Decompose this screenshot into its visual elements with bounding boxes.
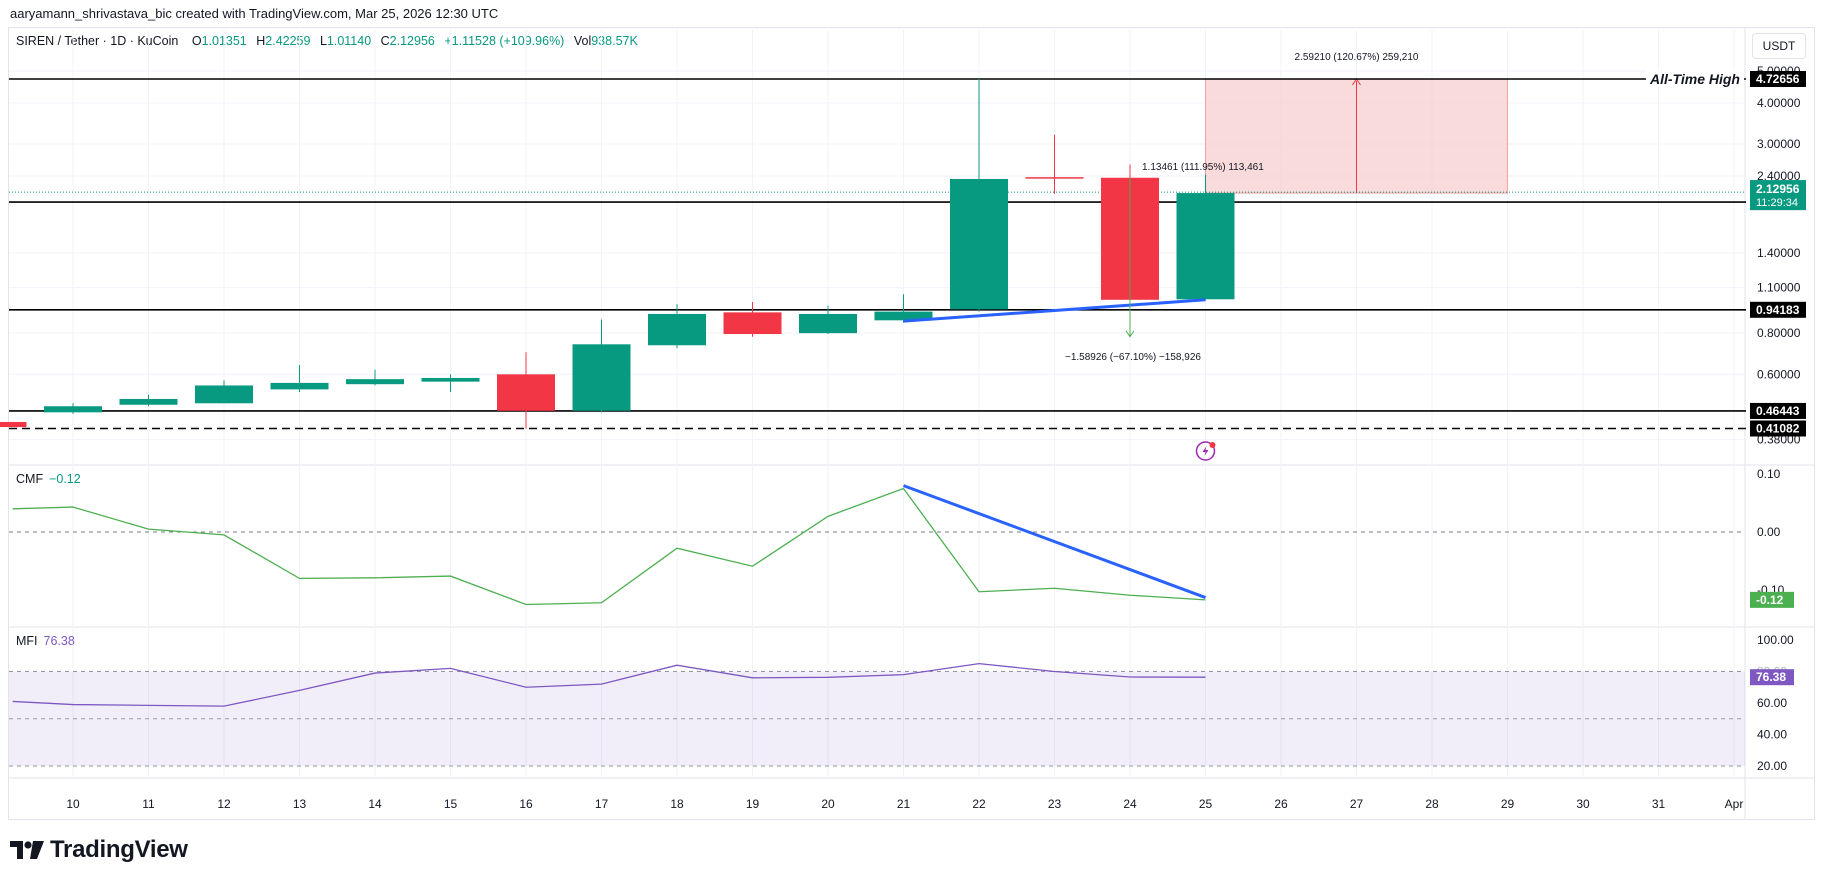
symbol-name[interactable]: SIREN / Tether · 1D · KuCoin (16, 34, 179, 48)
volume-label: Vol (573, 34, 592, 48)
volume-value: 938.57K (591, 34, 638, 48)
change-value: +1.11528 (+109.96%) (444, 34, 565, 48)
chart-credit: aaryamann_shrivastava_bic created with T… (10, 6, 499, 21)
high-label: H (256, 34, 266, 48)
close-label: C (380, 34, 390, 48)
close-value: 2.12956 (389, 34, 435, 48)
open-value: 1.01351 (201, 34, 247, 48)
cmf-name: CMF (16, 472, 44, 486)
tradingview-logo-icon (10, 841, 44, 859)
mfi-last-value: 76.38 (43, 634, 75, 648)
tradingview-logo-text: TradingView (50, 836, 188, 863)
mfi-name: MFI (16, 634, 38, 648)
currency-button[interactable]: USDT (1752, 33, 1806, 59)
low-value: 1.01140 (326, 34, 372, 48)
chart-frame (8, 27, 1815, 820)
cmf-last-value: −0.12 (49, 472, 81, 486)
symbol-header: SIREN / Tether · 1D · KuCoin O1.01351 H2… (16, 34, 644, 48)
cmf-legend[interactable]: CMF −0.12 (16, 472, 81, 486)
mfi-legend[interactable]: MFI 76.38 (16, 634, 75, 648)
open-label: O (191, 34, 202, 48)
low-label: L (319, 34, 327, 48)
high-value: 2.42259 (265, 34, 311, 48)
tradingview-brand[interactable]: TradingView (10, 836, 188, 864)
